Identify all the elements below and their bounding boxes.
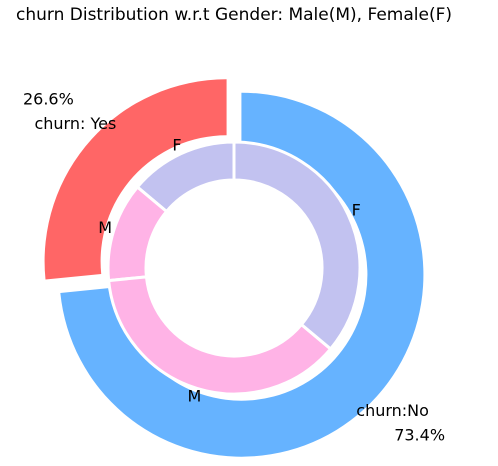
outer-slice-churn-yes	[44, 79, 227, 280]
outer-label-churn-yes: churn: Yes	[34, 114, 116, 133]
chart-labels: churn: Yes 26.6% churn:No 73.4% F M M F	[23, 90, 445, 445]
inner-label-churn-yes-f: F	[172, 135, 181, 154]
outer-percent-churn-no: 73.4%	[394, 425, 445, 444]
outer-label-churn-no: churn:No	[356, 401, 429, 420]
outer-percent-churn-yes: 26.6%	[23, 90, 74, 109]
inner-label-churn-no-m: M	[187, 386, 201, 405]
inner-slice-churn-no-m	[106, 275, 333, 396]
outer-slice-churn-no	[60, 92, 424, 457]
inner-slice-churn-no-f	[232, 140, 362, 352]
inner-label-churn-yes-m: M	[98, 218, 112, 237]
chart-title: churn Distribution w.r.t Gender: Male(M)…	[16, 5, 452, 25]
inner-ring	[106, 140, 362, 396]
inner-label-churn-no-f: F	[352, 200, 361, 219]
outer-ring	[44, 79, 424, 457]
